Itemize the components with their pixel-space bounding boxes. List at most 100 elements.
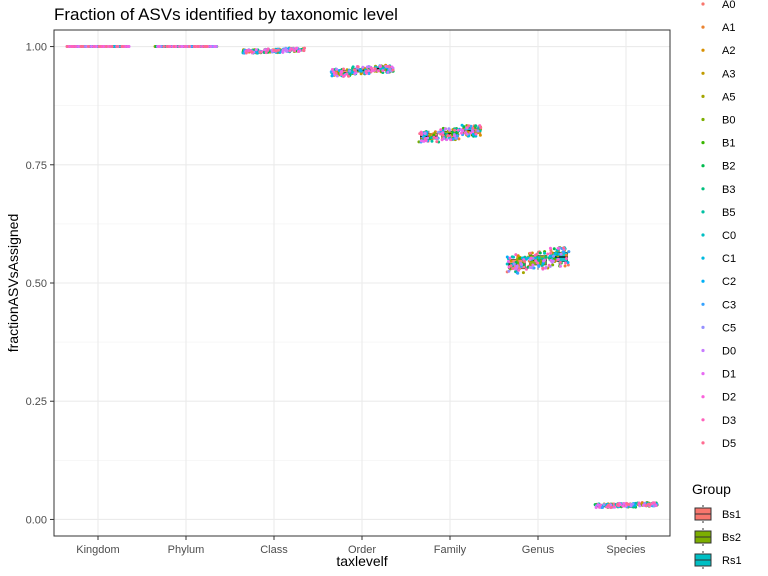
legend-key-B3 xyxy=(701,187,705,191)
point-D5 xyxy=(441,133,445,137)
point-C5 xyxy=(552,254,556,258)
legend-label-Rs1: Rs1 xyxy=(722,555,742,567)
legend-key-A3 xyxy=(701,71,705,75)
point-D5 xyxy=(341,67,345,71)
legend-label-C0: C0 xyxy=(722,230,736,242)
point-D2 xyxy=(508,256,512,260)
point-B2 xyxy=(526,265,530,269)
point-C1 xyxy=(460,123,464,127)
point-D2 xyxy=(456,128,460,132)
point-D0 xyxy=(528,265,532,269)
point-D5 xyxy=(162,45,166,49)
point-D1 xyxy=(542,259,546,263)
point-D3 xyxy=(108,45,112,49)
point-C2 xyxy=(505,255,509,259)
legend-key-D5 xyxy=(701,441,705,445)
point-C5 xyxy=(512,262,516,266)
point-A5 xyxy=(515,258,519,262)
point-C2 xyxy=(337,69,341,73)
point-D0 xyxy=(335,67,339,71)
point-D1 xyxy=(213,45,217,49)
point-D3 xyxy=(345,72,349,76)
point-C2 xyxy=(541,261,545,265)
point-B2 xyxy=(538,251,542,255)
point-D5 xyxy=(353,69,357,73)
legend-label-C2: C2 xyxy=(722,276,736,288)
point-C3 xyxy=(516,271,520,275)
legend-label-A2: A2 xyxy=(722,45,735,57)
point-D3 xyxy=(546,252,550,256)
point-D3 xyxy=(339,73,343,77)
y-tick-label: 0.75 xyxy=(26,160,47,172)
point-D2 xyxy=(621,504,625,508)
point-D1 xyxy=(181,45,185,49)
point-D1 xyxy=(506,259,510,263)
point-B5 xyxy=(351,65,355,69)
point-A2 xyxy=(478,133,482,137)
x-tick-label: Phylum xyxy=(168,544,205,556)
point-D0 xyxy=(423,132,427,136)
point-D3 xyxy=(474,132,478,136)
point-D1 xyxy=(281,50,285,54)
point-D5 xyxy=(115,45,119,49)
point-C3 xyxy=(451,137,455,141)
point-D1 xyxy=(390,65,394,69)
point-D2 xyxy=(449,138,453,142)
sample-legend: A0 A1 A2 A3 A5 B0 B1 B2 B3 B5 C0 C1 C2 C3 C5 D0 D1 D2 D3 D5 xyxy=(701,0,736,450)
point-A5 xyxy=(521,271,525,275)
point-D5 xyxy=(418,132,422,136)
point-C3 xyxy=(567,250,571,254)
legend-key-B1 xyxy=(701,141,705,145)
chart-title: Fraction of ASVs identified by taxonomic… xyxy=(54,5,398,24)
point-D1 xyxy=(367,69,371,73)
point-D5 xyxy=(646,502,650,506)
point-D5 xyxy=(511,267,515,271)
point-D5 xyxy=(205,45,209,49)
point-D5 xyxy=(435,140,439,144)
point-C5 xyxy=(348,69,352,73)
legend-label-D3: D3 xyxy=(722,415,736,427)
legend-label-Bs1: Bs1 xyxy=(722,509,741,521)
point-D5 xyxy=(104,45,108,49)
point-D2 xyxy=(174,45,178,49)
point-D0 xyxy=(448,128,452,132)
legend-label-C5: C5 xyxy=(722,322,736,334)
point-D5 xyxy=(549,251,553,255)
point-C1 xyxy=(533,256,537,260)
y-axis-ticks: 0.00 0.25 0.50 0.75 1.00 xyxy=(26,42,54,526)
point-D0 xyxy=(551,259,555,263)
point-D0 xyxy=(361,65,365,69)
point-D5 xyxy=(467,124,471,128)
point-B3 xyxy=(544,255,548,259)
legend-label-B1: B1 xyxy=(722,138,735,150)
legend-key-B0 xyxy=(701,117,705,122)
x-tick-label: Kingdom xyxy=(76,544,119,556)
point-D5 xyxy=(97,45,101,49)
point-D2 xyxy=(459,131,463,135)
point-D2 xyxy=(102,45,106,49)
point-D1 xyxy=(594,506,598,510)
point-D2 xyxy=(126,45,130,49)
point-D5 xyxy=(244,51,248,55)
point-B3 xyxy=(537,259,541,263)
point-B3 xyxy=(474,124,478,128)
point-D5 xyxy=(387,65,391,69)
point-D3 xyxy=(92,45,96,49)
legend-key-C5 xyxy=(701,325,705,329)
point-C0 xyxy=(505,262,509,266)
point-D3 xyxy=(423,137,427,141)
point-D0 xyxy=(559,252,563,256)
legend-key-D0 xyxy=(701,348,705,353)
point-D2 xyxy=(548,246,552,250)
point-D5 xyxy=(81,45,85,49)
point-D5 xyxy=(301,48,305,52)
y-axis-title: fractionASVsAssigned xyxy=(5,214,21,353)
point-D5 xyxy=(65,45,69,49)
legend-label-B2: B2 xyxy=(722,161,735,173)
point-C5 xyxy=(476,129,480,133)
group-legend-title: Group xyxy=(692,481,731,497)
point-C1 xyxy=(350,71,354,75)
point-D1 xyxy=(420,139,424,143)
point-D3 xyxy=(264,51,268,55)
point-D1 xyxy=(459,128,463,132)
